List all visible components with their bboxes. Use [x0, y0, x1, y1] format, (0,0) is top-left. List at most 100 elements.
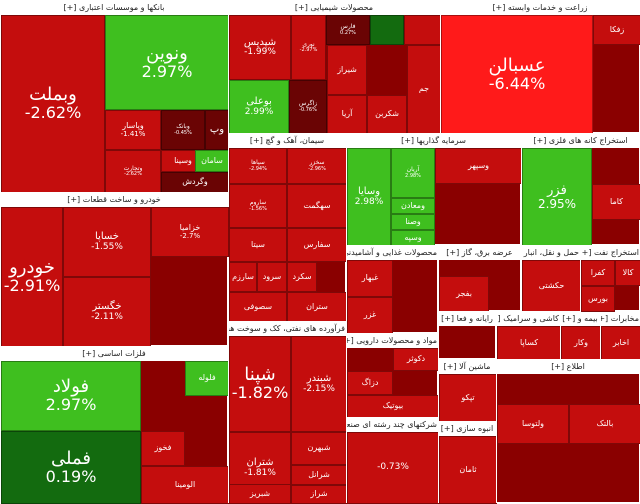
- sector-header[interactable]: محصولات شیمیایی [+]: [229, 1, 439, 15]
- stock-tile[interactable]: شبندر -2.15%: [291, 336, 347, 432]
- stock-tile[interactable]: ثامان: [439, 436, 497, 504]
- sector-header[interactable]: اطلاع [+]: [497, 360, 639, 374]
- stock-tile[interactable]: ولتوسا: [497, 404, 569, 444]
- stock-tile[interactable]: کاما: [592, 184, 640, 220]
- sector-header[interactable]: شرکتهای چند رشته ای صنعتی [+]: [347, 418, 437, 432]
- stock-symbol: سپاها: [251, 159, 265, 167]
- sector-header[interactable]: محصولات غذایی و آشامیدنی [+]: [347, 246, 437, 260]
- sector-header[interactable]: بانکها و موسسات اعتباری [+]: [1, 1, 227, 15]
- stock-tile[interactable]: [404, 15, 441, 45]
- stock-tile[interactable]: اخابر: [601, 326, 640, 360]
- stock-tile[interactable]: خزامیا -2.7%: [151, 207, 229, 257]
- stock-tile[interactable]: الومینا: [141, 466, 229, 504]
- stock-tile[interactable]: آریا: [327, 95, 367, 134]
- stock-tile[interactable]: شبهرن: [291, 432, 347, 465]
- stock-symbol: بوعلی: [246, 96, 272, 108]
- sector-header[interactable]: استخراج کانه های فلزی [+]: [522, 134, 639, 148]
- stock-tile[interactable]: فملی 0.19%: [1, 431, 141, 504]
- stock-tile[interactable]: کالا: [615, 260, 640, 286]
- stock-symbol: سیتا: [251, 239, 265, 249]
- stock-tile[interactable]: [370, 15, 404, 45]
- stock-tile[interactable]: غزر: [347, 297, 393, 334]
- sector-header[interactable]: فرآورده های نفتی، کک و سوخت هسته ای [+]: [229, 322, 345, 336]
- stock-tile[interactable]: سخزر -2.96%: [287, 148, 347, 184]
- stock-tile[interactable]: تپکو: [439, 374, 497, 422]
- stock-tile[interactable]: ستران: [287, 292, 347, 322]
- sector-header[interactable]: استخراج نفت [+]: [581, 246, 639, 260]
- stock-tile[interactable]: ونوین 2.97%: [105, 15, 229, 110]
- stock-tile[interactable]: شرانل: [291, 465, 347, 485]
- stock-tile[interactable]: کفرا: [581, 260, 615, 286]
- stock-tile[interactable]: وسپه: [391, 230, 435, 246]
- stock-tile[interactable]: شکربن: [367, 95, 407, 134]
- stock-tile[interactable]: وصنا: [391, 214, 435, 230]
- stock-tile[interactable]: بوعلی 2.99%: [229, 80, 289, 134]
- stock-tile[interactable]: شپدیس -1.99%: [229, 15, 291, 80]
- sector-header[interactable]: حمل و نقل، انبار [+]: [522, 246, 579, 260]
- stock-tile[interactable]: شیراز: [327, 45, 367, 95]
- stock-tile[interactable]: دکوثر: [393, 348, 439, 371]
- stock-tile[interactable]: فولاد 2.97%: [1, 361, 141, 431]
- stock-tile[interactable]: ومعادن: [391, 198, 435, 214]
- stock-tile[interactable]: دزاگ: [347, 371, 393, 395]
- stock-tile[interactable]: وتجارت -2.62%: [105, 150, 161, 193]
- stock-change: 2.95%: [537, 196, 577, 211]
- stock-tile[interactable]: سهگمت: [287, 184, 347, 228]
- stock-tile[interactable]: جم: [407, 45, 441, 134]
- sector-header[interactable]: بیمه و [+]: [561, 312, 599, 326]
- sector-header[interactable]: کاشی و سرامیک [+]: [497, 312, 559, 326]
- stock-tile[interactable]: فخوز: [141, 431, 185, 466]
- stock-tile[interactable]: ساروم -1.56%: [229, 184, 287, 228]
- sector-header[interactable]: انبوه سازی [+]: [439, 422, 495, 436]
- stock-tile[interactable]: خودرو -2.91%: [1, 207, 63, 347]
- stock-tile[interactable]: وپاسار -1.41%: [105, 110, 161, 150]
- stock-tile[interactable]: وبانک -0.45%: [161, 110, 205, 150]
- stock-tile[interactable]: وکار: [561, 326, 601, 360]
- stock-tile[interactable]: زفکا: [593, 15, 640, 45]
- stock-tile[interactable]: شبریز: [229, 484, 291, 504]
- stock-tile[interactable]: وسایا 2.98%: [347, 148, 391, 246]
- stock-tile[interactable]: سرود: [257, 262, 287, 292]
- stock-tile[interactable]: بورس: [581, 286, 615, 312]
- stock-tile[interactable]: فلوله: [185, 361, 229, 396]
- sector-header[interactable]: سرمایه گذاریها [+]: [347, 134, 520, 148]
- stock-tile[interactable]: فزر 2.95%: [522, 148, 592, 246]
- stock-tile[interactable]: کساپا: [497, 326, 561, 360]
- sector-header[interactable]: مخابرات [+]: [601, 312, 639, 326]
- stock-tile[interactable]: حکشتی: [522, 260, 581, 312]
- stock-tile[interactable]: سارزم: [229, 262, 257, 292]
- stock-tile[interactable]: آریان 2.98%: [391, 148, 435, 198]
- stock-tile[interactable]: شپنا -1.82%: [229, 336, 291, 432]
- stock-tile[interactable]: سفارس: [287, 228, 347, 262]
- sector-header[interactable]: ماشین آلا [+]: [439, 360, 495, 374]
- stock-tile[interactable]: بالتک: [569, 404, 640, 444]
- stock-tile[interactable]: وسپهر: [435, 148, 522, 184]
- stock-tile[interactable]: وبملت -2.62%: [1, 15, 105, 193]
- stock-tile[interactable]: وپ: [205, 110, 229, 150]
- sector-header[interactable]: رایانه و فعا [+]: [439, 312, 495, 326]
- stock-tile[interactable]: نوری -2.97%: [291, 15, 326, 80]
- stock-tile[interactable]: -0.73%: [347, 432, 439, 504]
- stock-symbol: بالتک: [596, 418, 614, 428]
- sector-header[interactable]: فلزات اساسی [+]: [1, 347, 227, 361]
- stock-tile[interactable]: بیوتیک: [347, 395, 439, 418]
- stock-tile[interactable]: سصوفی: [229, 292, 287, 322]
- stock-tile[interactable]: فارس 0.27%: [326, 15, 370, 45]
- stock-tile[interactable]: سیتا: [229, 228, 287, 262]
- sector-header[interactable]: عرضه برق، گاز [+]: [439, 246, 520, 260]
- stock-tile[interactable]: وگردش: [161, 172, 229, 193]
- stock-tile[interactable]: سپاها -2.94%: [229, 148, 287, 184]
- stock-tile[interactable]: خگستر -2.11%: [63, 277, 151, 347]
- sector-header[interactable]: مواد و محصولات دارویی [+]: [347, 334, 437, 348]
- sector-header[interactable]: سیمان، آهک و گچ [+]: [229, 134, 345, 148]
- stock-tile[interactable]: خساپا -1.55%: [63, 207, 151, 277]
- stock-tile[interactable]: زاگرس -0.76%: [289, 80, 327, 134]
- stock-tile[interactable]: غبهار: [347, 260, 393, 297]
- stock-tile[interactable]: بفجر: [439, 276, 489, 312]
- stock-tile[interactable]: سامان: [195, 150, 229, 172]
- sector-header[interactable]: زراعت و خدمات وابسته [+]: [441, 1, 639, 15]
- stock-tile[interactable]: شراز: [291, 485, 347, 504]
- stock-tile[interactable]: عسبالن -6.44%: [441, 15, 593, 134]
- stock-tile[interactable]: سکرد: [287, 262, 317, 292]
- sector-header[interactable]: خودرو و ساخت قطعات [+]: [1, 193, 227, 207]
